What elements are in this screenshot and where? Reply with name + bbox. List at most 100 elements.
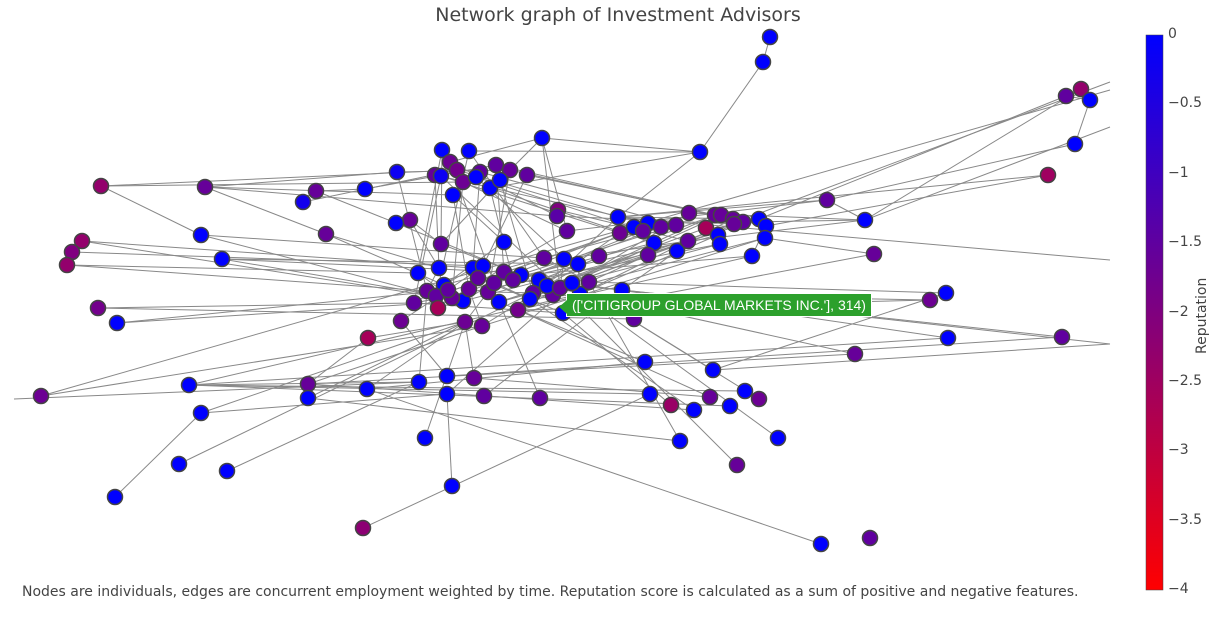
graph-node[interactable] <box>921 291 939 309</box>
graph-node[interactable] <box>213 250 231 268</box>
graph-node[interactable] <box>432 167 450 185</box>
graph-node[interactable] <box>1072 80 1090 98</box>
graph-node[interactable] <box>662 396 680 414</box>
graph-node[interactable] <box>697 219 715 237</box>
graph-node[interactable] <box>430 259 448 277</box>
graph-node[interactable] <box>358 380 376 398</box>
graph-node[interactable] <box>439 281 457 299</box>
graph-node[interactable] <box>465 369 483 387</box>
graph-node[interactable] <box>469 269 487 287</box>
graph-node[interactable] <box>743 247 761 265</box>
graph-node[interactable] <box>535 249 553 267</box>
graph-node[interactable] <box>939 329 957 347</box>
graph-node[interactable] <box>89 299 107 317</box>
graph-node[interactable] <box>73 232 91 250</box>
graph-node[interactable] <box>865 245 883 263</box>
graph-node[interactable] <box>1081 91 1099 109</box>
graph-node[interactable] <box>473 317 491 335</box>
graph-node[interactable] <box>429 299 447 317</box>
graph-node[interactable] <box>856 211 874 229</box>
graph-node[interactable] <box>639 246 657 264</box>
graph-node[interactable] <box>443 477 461 495</box>
graph-node[interactable] <box>555 250 573 268</box>
graph-node[interactable] <box>467 168 485 186</box>
graph-node[interactable] <box>671 432 689 450</box>
graph-node[interactable] <box>401 211 419 229</box>
graph-node[interactable] <box>548 207 566 225</box>
graph-node[interactable] <box>490 293 508 311</box>
graph-node[interactable] <box>756 229 774 247</box>
graph-node[interactable] <box>192 404 210 422</box>
graph-node[interactable] <box>180 376 198 394</box>
graph-node[interactable] <box>521 290 539 308</box>
graph-node[interactable] <box>652 218 670 236</box>
graph-node[interactable] <box>433 141 451 159</box>
graph-node[interactable] <box>460 280 478 298</box>
graph-node[interactable] <box>725 215 743 233</box>
graph-node[interactable] <box>32 387 50 405</box>
graph-node[interactable] <box>1057 87 1075 105</box>
graph-node[interactable] <box>1039 166 1057 184</box>
graph-node[interactable] <box>410 373 428 391</box>
graph-node[interactable] <box>460 142 478 160</box>
graph-node[interactable] <box>444 186 462 204</box>
graph-node[interactable] <box>518 166 536 184</box>
graph-node[interactable] <box>667 216 685 234</box>
graph-node[interactable] <box>736 382 754 400</box>
graph-node[interactable] <box>580 273 598 291</box>
graph-node[interactable] <box>1053 328 1071 346</box>
graph-node[interactable] <box>299 389 317 407</box>
graph-node[interactable] <box>388 163 406 181</box>
graph-node[interactable] <box>387 214 405 232</box>
graph-node[interactable] <box>106 488 124 506</box>
graph-node[interactable] <box>495 233 513 251</box>
graph-node[interactable] <box>299 375 317 393</box>
graph-node[interactable] <box>609 208 627 226</box>
graph-node[interactable] <box>558 222 576 240</box>
graph-node[interactable] <box>356 180 374 198</box>
graph-node[interactable] <box>170 455 188 473</box>
graph-node[interactable] <box>456 313 474 331</box>
graph-node[interactable] <box>218 462 236 480</box>
graph-node[interactable] <box>416 429 434 447</box>
graph-node[interactable] <box>569 255 587 273</box>
graph-node[interactable] <box>405 294 423 312</box>
graph-node[interactable] <box>750 390 768 408</box>
graph-node[interactable] <box>641 385 659 403</box>
graph-node[interactable] <box>846 345 864 363</box>
graph-node[interactable] <box>679 232 697 250</box>
graph-node[interactable] <box>438 367 456 385</box>
graph-node[interactable] <box>92 177 110 195</box>
graph-node[interactable] <box>636 353 654 371</box>
graph-node[interactable] <box>475 387 493 405</box>
graph-node[interactable] <box>761 28 779 46</box>
graph-node[interactable] <box>359 329 377 347</box>
graph-node[interactable] <box>354 519 372 537</box>
graph-node[interactable] <box>192 226 210 244</box>
graph-node[interactable] <box>504 271 522 289</box>
graph-node[interactable] <box>685 401 703 419</box>
graph-node[interactable] <box>812 535 830 553</box>
graph-node[interactable] <box>1066 135 1084 153</box>
graph-node[interactable] <box>294 193 312 211</box>
graph-node[interactable] <box>509 301 527 319</box>
graph-node[interactable] <box>590 247 608 265</box>
graph-node[interactable] <box>58 256 76 274</box>
graph-node[interactable] <box>691 143 709 161</box>
graph-node[interactable] <box>196 178 214 196</box>
graph-node[interactable] <box>818 191 836 209</box>
graph-node[interactable] <box>563 274 581 292</box>
graph-node[interactable] <box>531 389 549 407</box>
graph-node[interactable] <box>754 53 772 71</box>
graph-node[interactable] <box>533 129 551 147</box>
graph-node[interactable] <box>769 429 787 447</box>
graph-node[interactable] <box>861 529 879 547</box>
graph-node[interactable] <box>409 264 427 282</box>
graph-node[interactable] <box>432 235 450 253</box>
graph-node[interactable] <box>611 224 629 242</box>
graph-node[interactable] <box>108 314 126 332</box>
graph-node[interactable] <box>487 156 505 174</box>
graph-node[interactable] <box>317 225 335 243</box>
graph-node[interactable] <box>392 312 410 330</box>
graph-node[interactable] <box>634 222 652 240</box>
